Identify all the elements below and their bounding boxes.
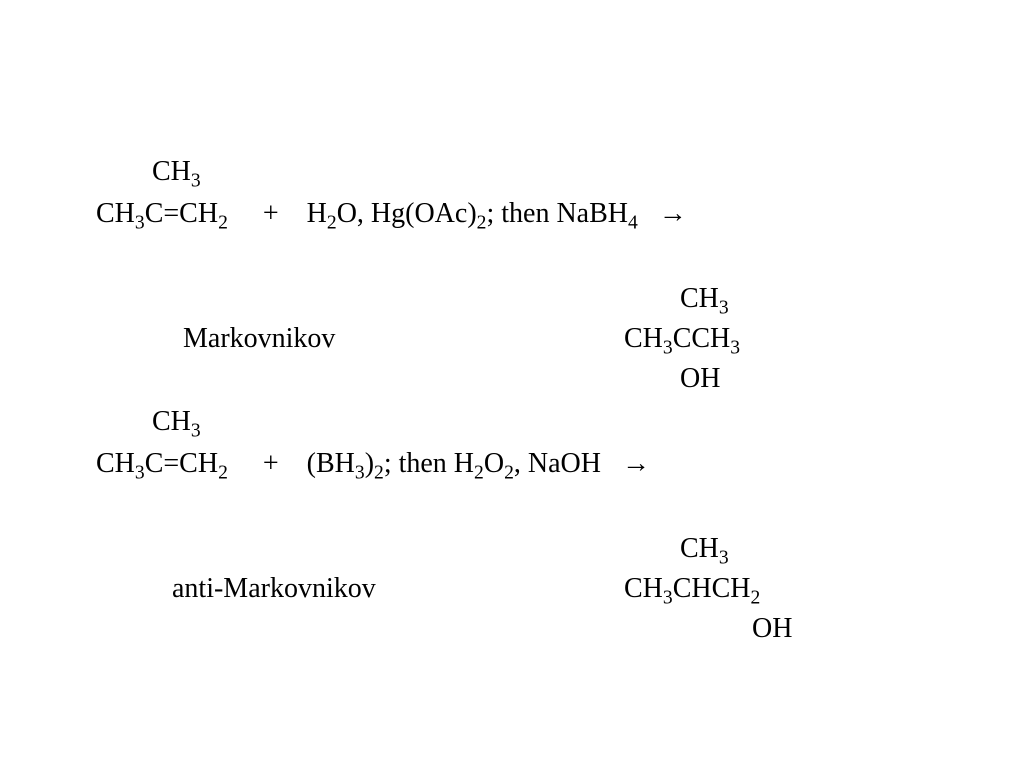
reaction2-label: anti-Markovnikov — [172, 575, 376, 603]
product1-branch: CH3 — [680, 285, 729, 313]
reaction1-equation: CH3C=CH2 + H2O, Hg(OAc)2; then NaBH4 → — [96, 199, 687, 228]
reaction2-equation: CH3C=CH2 + (BH3)2; then H2O2, NaOH → — [96, 449, 650, 478]
chemistry-equations: CH3 CH3C=CH2 + H2O, Hg(OAc)2; then NaBH4… — [0, 0, 1024, 768]
reaction1-label: Markovnikov — [183, 325, 335, 353]
product2-branch: CH3 — [680, 535, 729, 563]
product1-main: CH3CCH3 — [624, 325, 740, 353]
product2-oh: OH — [752, 615, 792, 643]
reaction1-reactant-branch: CH3 — [152, 158, 201, 186]
reaction2-reactant-branch: CH3 — [152, 408, 201, 436]
product2-main: CH3CHCH2 — [624, 575, 760, 603]
product1-oh: OH — [680, 365, 720, 393]
